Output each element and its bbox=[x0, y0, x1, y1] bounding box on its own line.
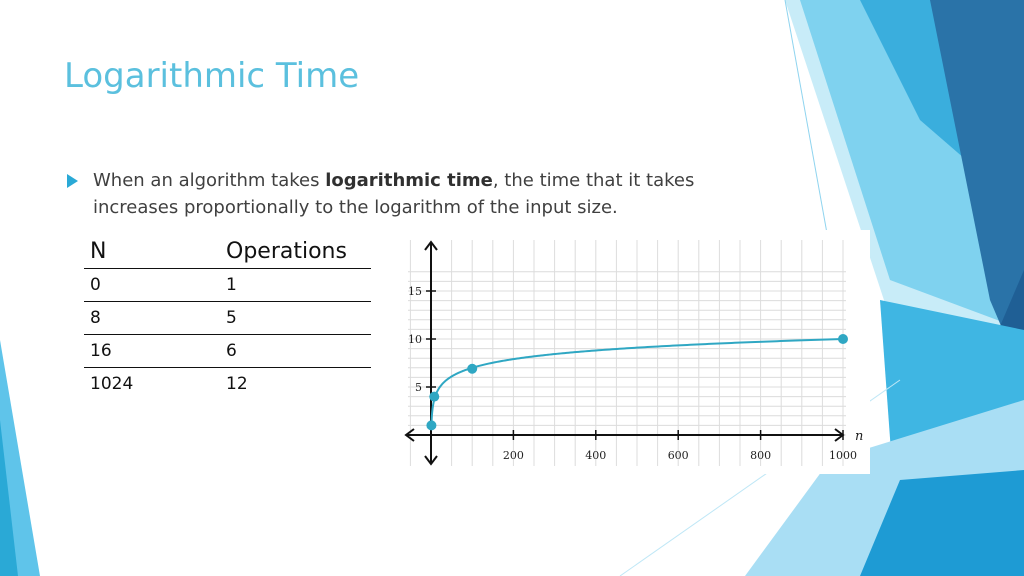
table-cell-n: 16 bbox=[84, 334, 222, 368]
y-axis-bottom-arrow-icon bbox=[424, 455, 438, 466]
table-header-row: N Operations bbox=[84, 234, 371, 269]
table-header-operations: Operations bbox=[222, 234, 371, 269]
table-row: 8 5 bbox=[84, 301, 371, 335]
log-chart: 200 400 600 800 1000 5 10 15 n bbox=[398, 230, 870, 474]
bullet-text: When an algorithm takes logarithmic time… bbox=[93, 167, 773, 221]
y-tick-label: 15 bbox=[408, 285, 422, 298]
data-point bbox=[838, 334, 848, 344]
table-cell-n: 8 bbox=[84, 301, 222, 335]
table-row: 1024 12 bbox=[84, 368, 371, 401]
x-tick-label: 400 bbox=[585, 449, 606, 462]
operations-table: N Operations 0 1 8 5 16 6 1024 12 bbox=[84, 234, 371, 400]
table-row: 0 1 bbox=[84, 268, 371, 302]
bullet-arrow-icon bbox=[67, 174, 78, 188]
chart-axes bbox=[404, 240, 845, 466]
bullet-text-before: When an algorithm takes bbox=[93, 170, 326, 191]
bullet-text-after: , the time that it takes increases propo… bbox=[93, 170, 695, 218]
chart-curve bbox=[430, 338, 844, 426]
x-tick-label: 600 bbox=[668, 449, 689, 462]
data-point bbox=[467, 363, 478, 374]
x-axis-left-arrow-icon bbox=[404, 428, 415, 442]
bullet-text-bold: logarithmic time bbox=[325, 170, 493, 191]
data-point bbox=[426, 420, 437, 431]
y-tick-label: 5 bbox=[415, 381, 422, 394]
table-cell-operations: 1 bbox=[222, 268, 371, 302]
table-cell-operations: 6 bbox=[222, 334, 371, 368]
table-cell-n: 0 bbox=[84, 268, 222, 302]
table-cell-operations: 12 bbox=[226, 374, 248, 394]
y-tick-label: 10 bbox=[408, 333, 422, 346]
x-tick-label: 200 bbox=[503, 449, 524, 462]
y-axis-top-arrow-icon bbox=[424, 240, 438, 251]
data-point bbox=[429, 391, 440, 402]
table-row: 16 6 bbox=[84, 334, 371, 368]
table-header-n: N bbox=[84, 234, 222, 269]
chart-points bbox=[426, 334, 848, 431]
chart-ticks: 200 400 600 800 1000 5 10 15 bbox=[408, 285, 857, 462]
log-curve-line bbox=[430, 338, 844, 426]
table-cell-n: 1024 bbox=[90, 374, 134, 394]
slide-title: Logarithmic Time bbox=[64, 56, 360, 96]
table-cell-operations: 5 bbox=[222, 301, 371, 335]
chart-grid bbox=[408, 240, 846, 466]
x-tick-label: 1000 bbox=[829, 449, 857, 462]
x-axis-label: n bbox=[855, 429, 863, 444]
x-tick-label: 800 bbox=[750, 449, 771, 462]
